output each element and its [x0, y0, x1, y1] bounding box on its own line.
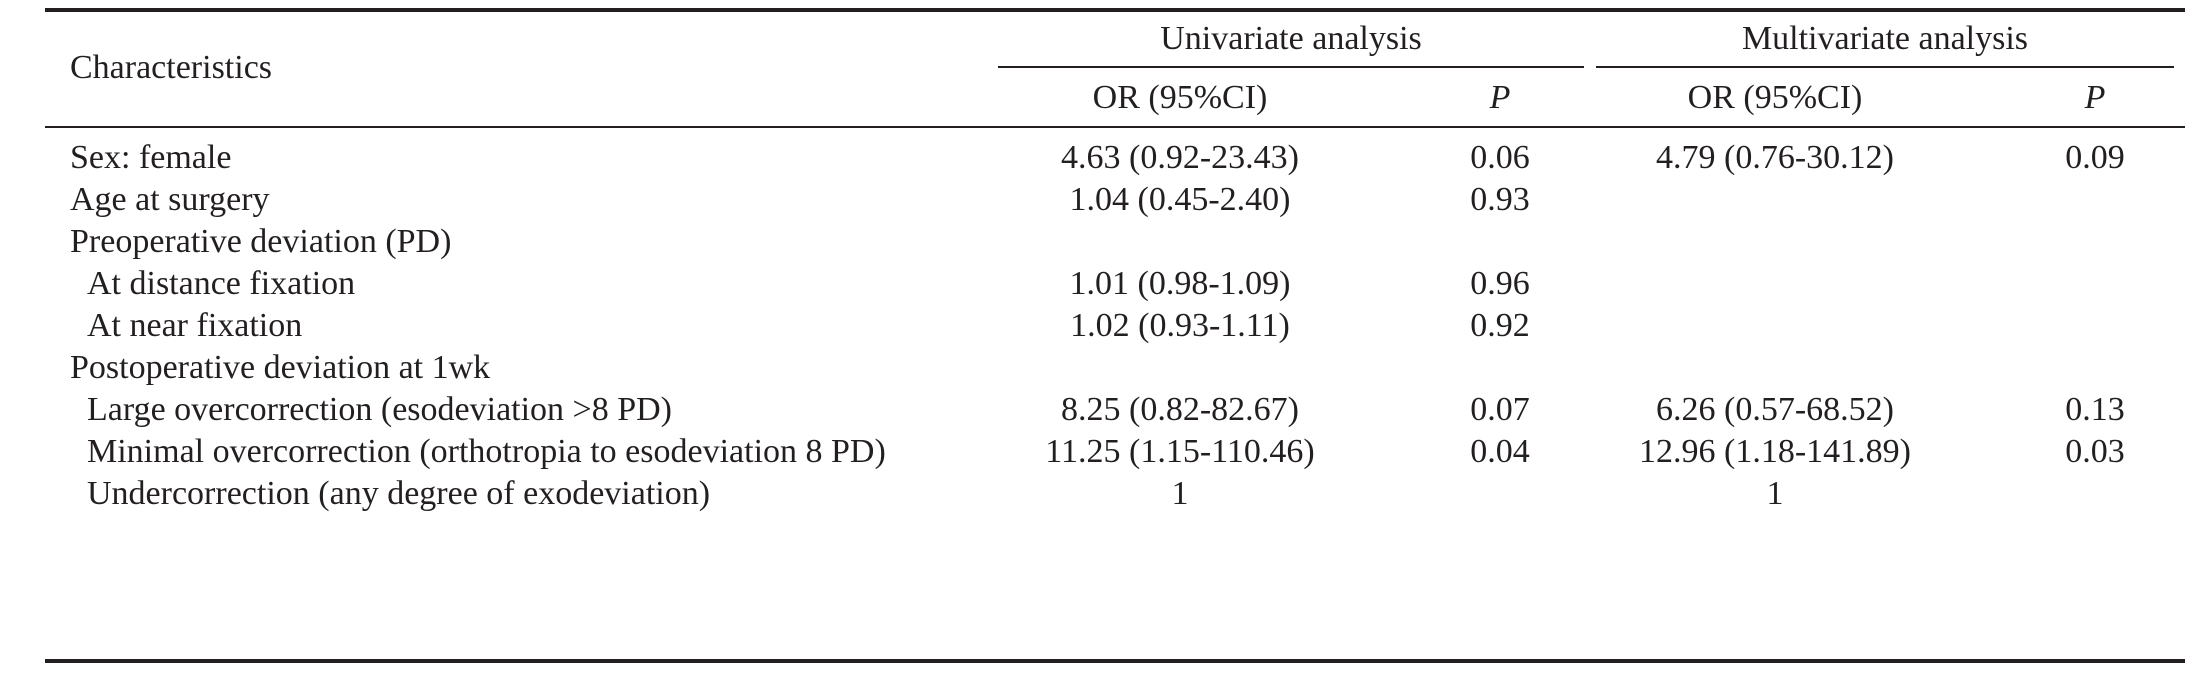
table-top-rule — [45, 8, 2185, 12]
row-label: Sex: female — [70, 139, 232, 176]
row-label: Preoperative deviation (PD) — [70, 223, 452, 260]
row-label: Undercorrection (any degree of exodeviat… — [87, 475, 711, 512]
multivariate-or-cell: 12.96 (1.18-141.89) — [1639, 433, 1911, 470]
univariate-p-cell: 0.96 — [1470, 265, 1530, 302]
univariate-or-cell: 11.25 (1.15-110.46) — [1045, 433, 1315, 470]
header-univariate: Univariate analysis — [1160, 20, 1422, 57]
header-multivariate: Multivariate analysis — [1741, 20, 2029, 57]
multivariate-p-cell: 0.09 — [2065, 139, 2125, 176]
multivariate-p-cell: 0.03 — [2065, 433, 2125, 470]
row-label: Minimal overcorrection (orthotropia to e… — [87, 433, 886, 470]
multivariate-p-cell: 0.13 — [2065, 391, 2125, 428]
univariate-or-cell: 1 — [1171, 475, 1189, 512]
table-bottom-rule — [45, 659, 2185, 663]
multivariate-or-cell: 4.79 (0.76-30.12) — [1656, 139, 1894, 176]
header-univariate-or: OR (95%CI) — [1092, 79, 1268, 116]
univariate-p-cell: 0.04 — [1470, 433, 1530, 470]
row-label: At distance fixation — [87, 265, 356, 302]
regression-table: Characteristics Univariate analysis Mult… — [45, 0, 2185, 676]
univariate-group-rule — [998, 66, 1584, 68]
univariate-or-cell: 4.63 (0.92-23.43) — [1061, 139, 1299, 176]
multivariate-group-rule — [1596, 66, 2174, 68]
header-univariate-p: P — [1489, 79, 1511, 116]
univariate-or-cell: 1.02 (0.93-1.11) — [1070, 307, 1290, 344]
univariate-p-cell: 0.06 — [1470, 139, 1530, 176]
univariate-p-cell: 0.92 — [1470, 307, 1530, 344]
header-multivariate-or: OR (95%CI) — [1687, 79, 1863, 116]
row-label: Large overcorrection (esodeviation >8 PD… — [87, 391, 673, 428]
header-multivariate-p: P — [2084, 79, 2106, 116]
multivariate-or-cell: 6.26 (0.57-68.52) — [1656, 391, 1894, 428]
univariate-or-cell: 8.25 (0.82-82.67) — [1061, 391, 1299, 428]
row-label: At near fixation — [87, 307, 303, 344]
univariate-p-cell: 0.07 — [1470, 391, 1530, 428]
row-label: Postoperative deviation at 1wk — [70, 349, 491, 386]
header-bottom-rule — [45, 126, 2185, 128]
header-characteristics: Characteristics — [70, 49, 273, 86]
univariate-p-cell: 0.93 — [1470, 181, 1530, 218]
univariate-or-cell: 1.04 (0.45-2.40) — [1069, 181, 1291, 218]
univariate-or-cell: 1.01 (0.98-1.09) — [1069, 265, 1291, 302]
multivariate-or-cell: 1 — [1766, 475, 1784, 512]
row-label: Age at surgery — [70, 181, 270, 218]
